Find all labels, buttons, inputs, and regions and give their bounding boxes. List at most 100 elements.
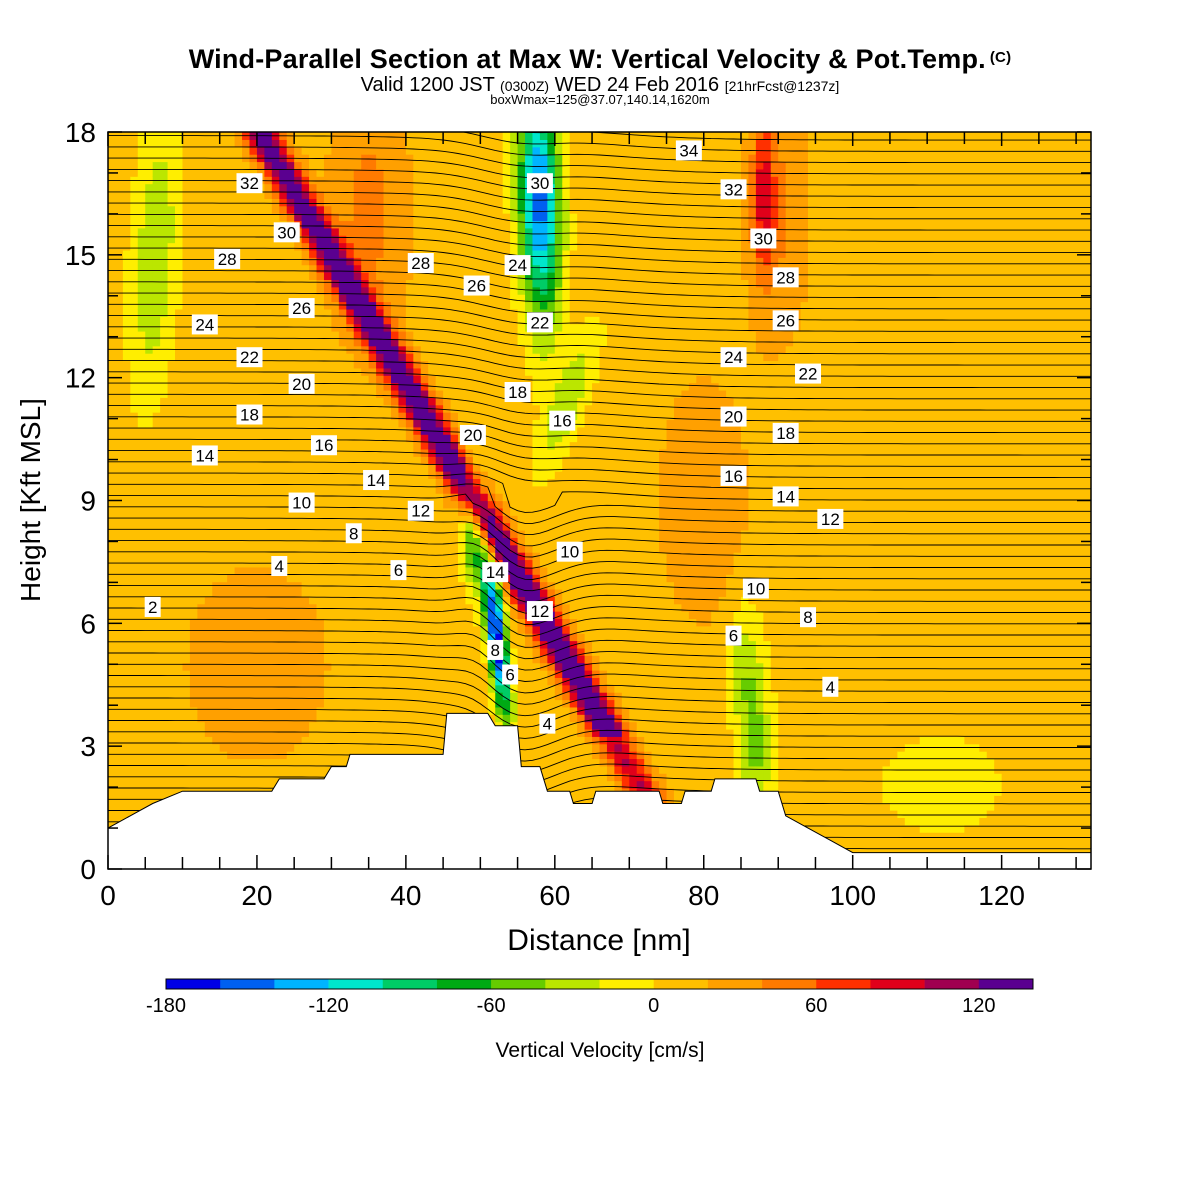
velocity-cell xyxy=(279,139,288,148)
velocity-cell xyxy=(390,670,400,678)
velocity-cell xyxy=(204,286,213,295)
velocity-cell xyxy=(152,198,161,207)
velocity-cell xyxy=(122,751,131,760)
velocity-cell xyxy=(361,220,370,229)
velocity-cell xyxy=(458,670,467,678)
velocity-cell xyxy=(368,441,377,450)
velocity-cell xyxy=(182,323,191,332)
velocity-cell xyxy=(137,478,146,487)
velocity-cell xyxy=(182,353,191,362)
velocity-cell xyxy=(212,743,221,752)
velocity-cell xyxy=(353,611,362,620)
velocity-cell xyxy=(428,448,437,457)
velocity-cell xyxy=(122,684,131,693)
velocity-cell xyxy=(189,190,198,199)
velocity-cell xyxy=(212,618,221,627)
velocity-cell xyxy=(331,603,340,612)
velocity-cell xyxy=(294,168,303,177)
velocity-cell xyxy=(175,552,184,561)
velocity-cell xyxy=(368,227,377,236)
velocity-cell xyxy=(294,537,303,546)
velocity-cell xyxy=(249,168,258,177)
velocity-cell xyxy=(234,618,243,627)
velocity-cell xyxy=(435,367,444,376)
velocity-cell xyxy=(420,485,429,494)
velocity-cell xyxy=(197,574,206,583)
velocity-cell xyxy=(279,633,288,642)
velocity-cell xyxy=(346,205,355,214)
velocity-cell xyxy=(376,743,385,752)
velocity-cell xyxy=(383,448,392,457)
velocity-cell xyxy=(376,205,385,214)
velocity-cell xyxy=(376,625,385,634)
velocity-cell xyxy=(443,249,452,258)
velocity-cell xyxy=(294,249,303,258)
velocity-cell xyxy=(398,264,407,273)
velocity-cell xyxy=(286,397,295,406)
velocity-cell xyxy=(167,139,176,148)
velocity-cell xyxy=(227,404,236,413)
velocity-cell xyxy=(294,706,303,715)
velocity-cell xyxy=(465,699,474,708)
velocity-cell xyxy=(122,412,131,421)
velocity-cell xyxy=(435,625,444,634)
velocity-cell xyxy=(346,463,355,472)
velocity-cell xyxy=(256,596,265,605)
velocity-cell xyxy=(256,330,265,339)
velocity-cell xyxy=(383,205,392,214)
velocity-cell xyxy=(346,515,355,524)
velocity-cell xyxy=(338,515,347,524)
velocity-cell xyxy=(152,625,161,634)
velocity-cell xyxy=(175,684,184,693)
velocity-cell xyxy=(264,692,273,701)
velocity-cell xyxy=(458,279,467,288)
velocity-cell xyxy=(301,220,310,229)
velocity-cell xyxy=(443,625,452,634)
velocity-cell xyxy=(353,596,362,605)
velocity-cell xyxy=(160,338,169,347)
velocity-cell xyxy=(323,677,333,686)
velocity-cell xyxy=(160,434,169,443)
velocity-cell xyxy=(346,272,355,280)
velocity-cell xyxy=(346,434,355,443)
velocity-cell xyxy=(264,780,273,789)
velocity-cell xyxy=(428,434,437,443)
velocity-cell xyxy=(413,463,422,472)
velocity-cell xyxy=(465,441,474,450)
velocity-cell xyxy=(122,235,131,244)
velocity-cell xyxy=(286,205,295,214)
velocity-cell xyxy=(376,308,385,317)
velocity-cell xyxy=(212,183,221,192)
velocity-cell xyxy=(390,529,400,538)
velocity-cell xyxy=(212,655,221,664)
velocity-cell xyxy=(204,596,213,605)
velocity-cell xyxy=(227,699,236,708)
velocity-cell xyxy=(376,588,385,597)
velocity-cell xyxy=(346,198,355,207)
velocity-cell xyxy=(189,670,198,678)
velocity-cell xyxy=(316,456,325,465)
velocity-cell xyxy=(264,500,273,509)
velocity-cell xyxy=(309,286,318,295)
velocity-cell xyxy=(167,235,176,244)
velocity-cell xyxy=(346,412,355,421)
velocity-cell xyxy=(264,618,273,627)
velocity-cell xyxy=(353,647,362,656)
velocity-cell xyxy=(450,670,459,678)
velocity-cell xyxy=(219,728,228,737)
velocity-cell xyxy=(167,611,176,620)
velocity-cell xyxy=(428,463,437,472)
velocity-cell xyxy=(219,507,228,516)
velocity-cell xyxy=(376,227,385,236)
velocity-cell xyxy=(264,294,273,303)
velocity-cell xyxy=(301,765,310,774)
velocity-cell xyxy=(115,330,124,339)
velocity-cell xyxy=(346,544,355,553)
velocity-cell xyxy=(450,662,459,671)
velocity-cell xyxy=(130,684,139,693)
velocity-cell xyxy=(309,478,318,487)
velocity-cell xyxy=(413,574,422,583)
velocity-cell xyxy=(256,493,265,502)
velocity-cell xyxy=(130,662,139,671)
velocity-cell xyxy=(122,360,131,369)
